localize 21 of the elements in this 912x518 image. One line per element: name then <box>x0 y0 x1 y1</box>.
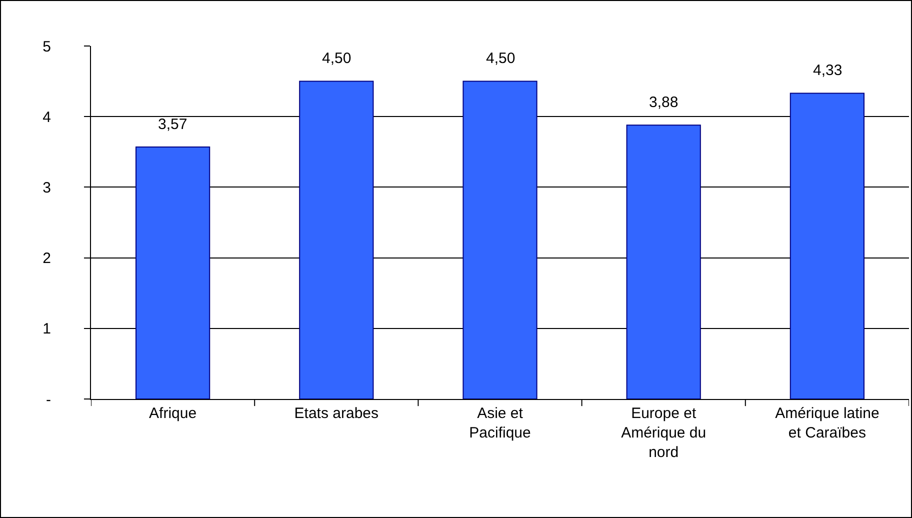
y-tick-label: 5 <box>42 38 51 56</box>
data-label: 3,88 <box>649 94 678 111</box>
data-label: 3,57 <box>158 116 188 133</box>
x-tick-label: Amérique latine et Caraïbes <box>775 405 880 442</box>
data-label: 4,50 <box>322 50 352 67</box>
data-label: 4,33 <box>813 62 842 79</box>
bar <box>462 80 538 399</box>
data-label: 4,50 <box>486 50 516 67</box>
x-tick-label: Etats arabes <box>294 405 379 422</box>
bar <box>790 92 865 399</box>
bar <box>135 146 210 399</box>
x-tick-label: Afrique <box>149 405 197 422</box>
y-tick-label: 2 <box>42 250 51 268</box>
y-tick-label: - <box>46 391 51 408</box>
y-tick-label: 1 <box>42 320 51 338</box>
x-tick-label: Asie et Pacifique <box>469 405 531 442</box>
y-tick-label: 3 <box>42 179 51 196</box>
bar <box>299 80 374 399</box>
y-tick-label: 4 <box>42 108 51 126</box>
bar <box>626 124 701 399</box>
x-tick-label: Europe et Amérique du nord <box>621 405 706 461</box>
